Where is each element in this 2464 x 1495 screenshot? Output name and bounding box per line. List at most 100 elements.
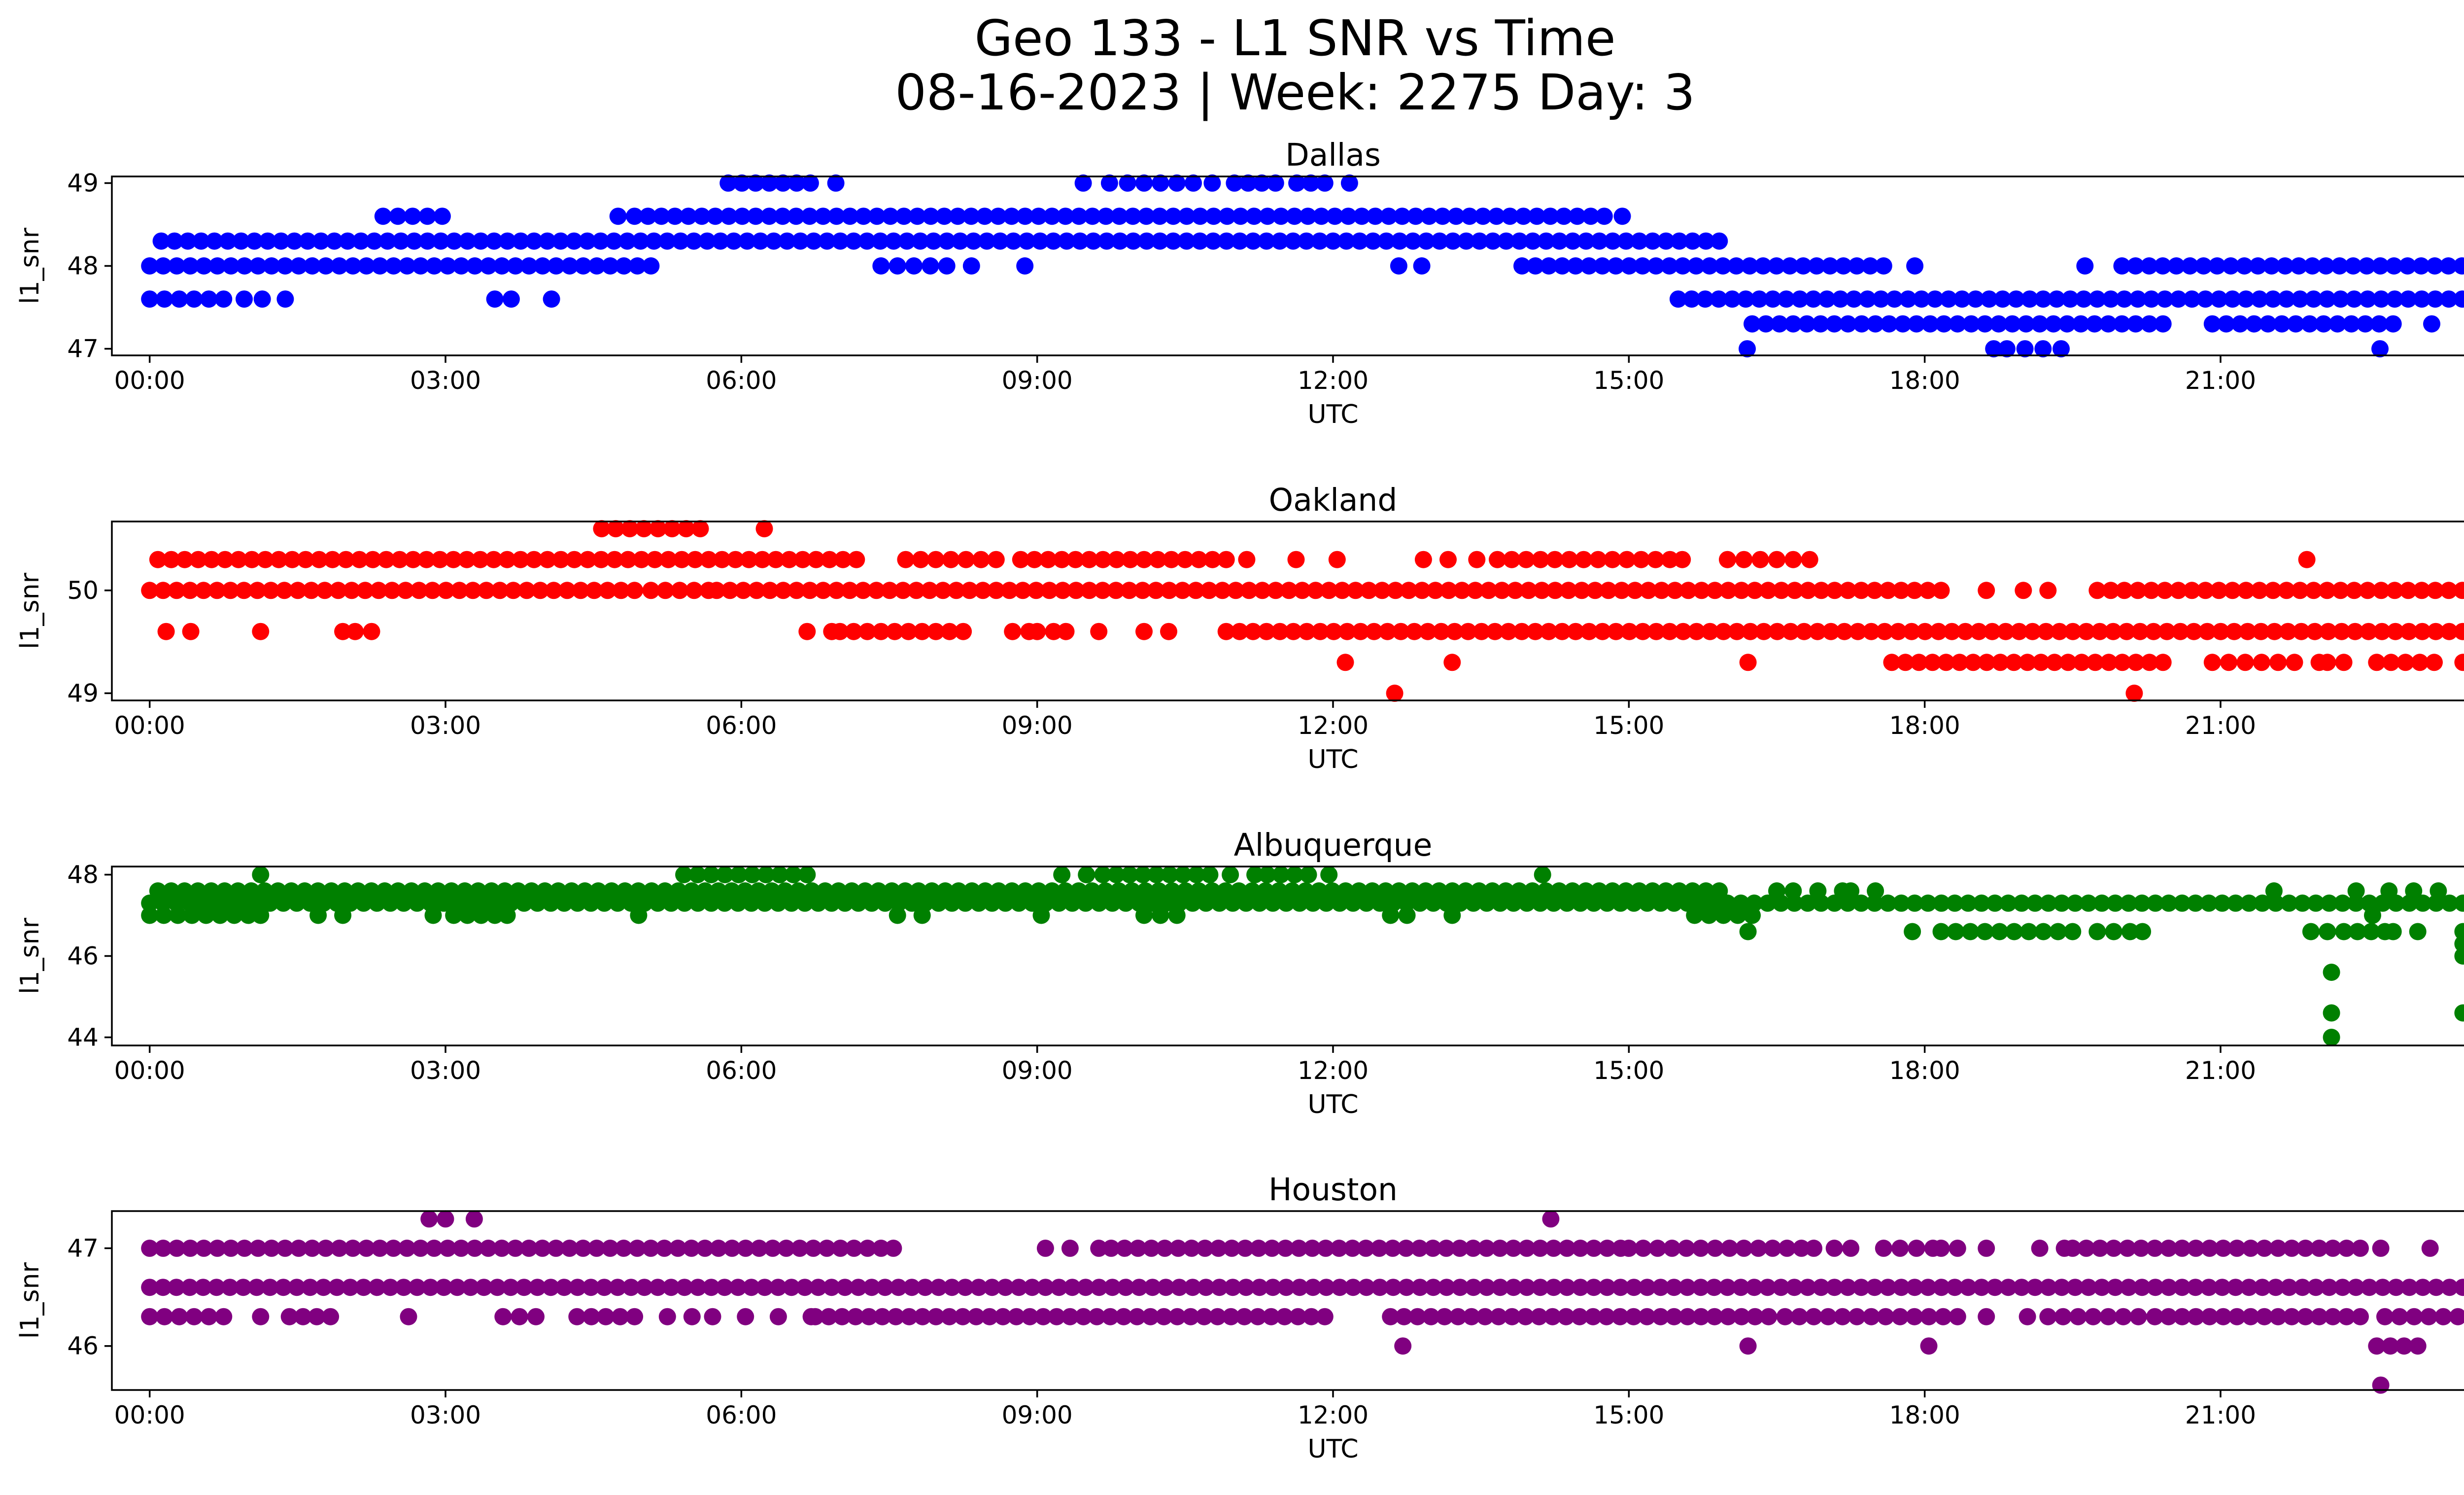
- data-point: [1103, 1279, 1121, 1296]
- data-point: [1545, 1239, 1563, 1257]
- data-point: [2278, 290, 2295, 308]
- data-point: [1217, 623, 1235, 640]
- data-point: [2143, 290, 2160, 308]
- data-point: [1768, 257, 1785, 275]
- data-point: [395, 894, 412, 912]
- data-point: [1201, 866, 1219, 883]
- data-point: [2225, 623, 2243, 640]
- data-point: [1634, 257, 1651, 275]
- data-point: [1326, 208, 1344, 225]
- data-point: [276, 257, 294, 275]
- data-point: [371, 257, 389, 275]
- data-point: [2026, 894, 2044, 912]
- data-point: [2173, 1239, 2191, 1257]
- data-point: [704, 1308, 721, 1325]
- data-point: [2372, 1239, 2390, 1257]
- data-point: [195, 1239, 213, 1257]
- data-point: [1687, 257, 1705, 275]
- data-point: [2019, 654, 2036, 671]
- data-point: [156, 1308, 173, 1325]
- data-point: [236, 257, 253, 275]
- data-point: [2254, 894, 2271, 912]
- data-point: [1094, 551, 1112, 568]
- data-point: [572, 582, 589, 599]
- data-point: [1351, 232, 1369, 250]
- data-point: [1130, 1279, 1148, 1296]
- data-point: [1003, 208, 1021, 225]
- data-point: [1077, 1279, 1095, 1296]
- data-point: [642, 582, 660, 599]
- data-point: [972, 551, 990, 568]
- data-point: [2203, 654, 2221, 671]
- data-point: [2046, 654, 2063, 671]
- data-point: [1665, 1279, 1683, 1296]
- data-point: [1980, 290, 1998, 308]
- data-point: [1422, 1308, 1440, 1325]
- data-point: [2454, 894, 2464, 912]
- data-point: [806, 1308, 824, 1325]
- data-point: [2040, 1279, 2057, 1296]
- data-point: [511, 1308, 528, 1325]
- data-point: [208, 582, 226, 599]
- data-point: [805, 232, 822, 250]
- data-point: [1790, 1308, 1808, 1325]
- data-point: [708, 582, 725, 599]
- y-tick-label: 47: [67, 335, 99, 363]
- data-point: [2310, 1308, 2328, 1325]
- data-point: [579, 232, 596, 250]
- x-tick-label: 12:00: [1298, 366, 1369, 395]
- data-point: [2005, 923, 2023, 940]
- data-point: [585, 582, 603, 599]
- data-point: [1285, 623, 1302, 640]
- data-point: [1384, 1239, 1402, 1257]
- data-point: [1325, 623, 1342, 640]
- data-point: [1906, 582, 1923, 599]
- data-point: [922, 208, 940, 225]
- data-point: [2195, 257, 2212, 275]
- data-point: [2227, 894, 2244, 912]
- data-point: [1347, 582, 1365, 599]
- data-point: [552, 551, 570, 568]
- data-point: [1108, 551, 1126, 568]
- data-point: [485, 232, 503, 250]
- data-point: [1157, 1279, 1175, 1296]
- data-point: [2319, 923, 2336, 940]
- data-point: [751, 1239, 768, 1257]
- data-point: [2357, 315, 2374, 333]
- data-point: [1491, 1279, 1509, 1296]
- data-point: [1991, 654, 2009, 671]
- data-point: [181, 1279, 199, 1296]
- data-point: [1196, 1239, 1214, 1257]
- data-point: [208, 1239, 226, 1257]
- data-point: [1949, 1239, 1966, 1257]
- data-point: [1324, 232, 1342, 250]
- data-point: [1191, 208, 1209, 225]
- data-point: [1352, 623, 1369, 640]
- data-point: [141, 1239, 159, 1257]
- data-point: [1161, 866, 1179, 883]
- data-point: [459, 906, 476, 924]
- data-point: [2115, 1308, 2132, 1325]
- data-point: [1231, 623, 1248, 640]
- data-point: [1538, 232, 1555, 250]
- x-tick-label: 12:00: [1298, 1401, 1369, 1429]
- data-point: [1558, 1239, 1576, 1257]
- data-point: [2181, 257, 2199, 275]
- data-point: [1070, 208, 1088, 225]
- data-point: [1894, 315, 1912, 333]
- data-point: [886, 623, 904, 640]
- data-point: [2265, 623, 2283, 640]
- data-point: [2220, 654, 2238, 671]
- data-point: [1463, 1308, 1480, 1325]
- data-point: [1903, 623, 1920, 640]
- data-point: [2239, 623, 2257, 640]
- data-point: [1027, 582, 1045, 599]
- data-point: [236, 1239, 253, 1257]
- data-point: [827, 582, 845, 599]
- data-point: [1723, 290, 1741, 308]
- data-point: [2031, 1239, 2049, 1257]
- data-point: [2360, 623, 2377, 640]
- data-point: [645, 232, 663, 250]
- data-point: [818, 232, 836, 250]
- data-point: [729, 894, 747, 912]
